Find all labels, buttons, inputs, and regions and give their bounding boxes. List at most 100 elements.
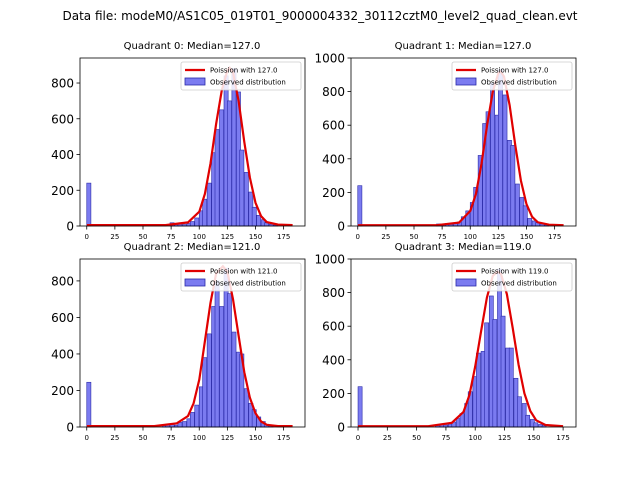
histogram-bar <box>476 352 481 428</box>
y-tick-label: 0 <box>337 220 345 234</box>
x-tick-label: 175 <box>548 233 561 241</box>
y-tick-label: 800 <box>322 85 345 99</box>
histogram-bar <box>527 218 533 227</box>
legend-poisson-label: Poission with 121.0 <box>210 268 278 276</box>
legend-observed-label: Observed distribution <box>210 280 286 288</box>
x-tick-label: 125 <box>221 434 234 442</box>
histogram-bar <box>243 388 249 428</box>
y-tick-label: 800 <box>51 77 74 91</box>
histogram-bar <box>231 331 237 428</box>
x-tick-label: 150 <box>520 233 533 241</box>
x-tick-label: 75 <box>438 233 447 241</box>
histogram-bar <box>243 172 249 227</box>
x-axis: 0 25 50 75 100 125 150 175 <box>356 226 561 241</box>
x-tick-label: 175 <box>277 233 290 241</box>
x-tick-label: 25 <box>383 434 392 442</box>
histogram-bar <box>227 293 232 428</box>
bars <box>357 69 549 227</box>
histogram-bar <box>256 214 262 227</box>
poisson-curve <box>357 69 564 227</box>
y-tick-label: 600 <box>322 119 345 133</box>
axes-frame <box>79 258 306 428</box>
histogram-bar <box>522 205 528 227</box>
histogram-bar <box>86 182 92 227</box>
x-tick-label: 0 <box>356 233 360 241</box>
legend-frame <box>451 262 573 292</box>
histogram-bar <box>182 421 187 428</box>
histogram-bar <box>510 145 516 227</box>
y-tick-label: 200 <box>322 387 345 401</box>
legend: Poission with 119.0 Observed distributio… <box>451 262 573 292</box>
x-tick-label: 100 <box>464 233 477 241</box>
histogram-bar <box>189 412 195 428</box>
histogram-bar <box>206 333 212 428</box>
legend: Poission with 127.0 Observed distributio… <box>180 61 302 91</box>
y-tick-label: 200 <box>51 184 74 198</box>
legend-bar-swatch <box>184 278 206 287</box>
histogram-bar <box>189 221 195 227</box>
histogram-bar <box>219 109 224 227</box>
legend-bar-swatch <box>184 77 206 86</box>
x-axis: 0 25 50 75 100 125 150 175 <box>85 226 290 241</box>
y-tick-label: 0 <box>66 421 74 435</box>
chart-title: Quadrant 2: Median=121.0 <box>124 242 261 253</box>
x-tick-label: 75 <box>167 233 176 241</box>
y-tick-label: 600 <box>51 112 74 126</box>
legend-observed-label: Observed distribution <box>481 280 557 288</box>
quadrant-0-chart: Quadrant 0: Median=127.0 0 25 50 75 100 125 15… <box>51 41 306 241</box>
x-tick-label: 50 <box>412 434 421 442</box>
histogram-bar <box>498 69 503 227</box>
x-tick-label: 125 <box>221 233 234 241</box>
histogram-bar <box>239 149 245 227</box>
histogram-bar <box>484 322 489 428</box>
legend-poisson-label: Poission with 119.0 <box>481 268 549 276</box>
y-tick-label: 1000 <box>314 52 345 66</box>
histogram-bar <box>508 347 514 428</box>
legend-frame <box>180 61 302 91</box>
figure-title: Data file: modeM0/AS1C05_019T01_90000043… <box>62 9 577 23</box>
poisson-curve <box>358 270 564 428</box>
quadrant-2-chart: Quadrant 2: Median=121.0 0 25 50 75 100 125 15… <box>51 242 306 442</box>
y-tick-label: 400 <box>322 353 345 367</box>
histogram-bar <box>194 404 200 428</box>
x-tick-label: 25 <box>110 233 119 241</box>
histogram-bar <box>202 357 208 428</box>
histogram-bar <box>227 100 232 227</box>
x-tick-label: 175 <box>277 434 290 442</box>
histogram-bar <box>206 182 212 227</box>
legend-poisson-label: Poission with 127.0 <box>210 67 278 75</box>
bars <box>357 268 547 428</box>
histogram-bar <box>214 280 220 428</box>
x-tick-label: 50 <box>139 233 148 241</box>
y-tick-label: 400 <box>322 152 345 166</box>
x-axis: 0 25 50 75 100 125 150 175 <box>356 427 570 442</box>
histogram-bar <box>86 381 92 428</box>
histogram-bar <box>357 386 363 428</box>
legend-bar-swatch <box>455 77 477 86</box>
y-tick-label: 600 <box>322 320 345 334</box>
x-tick-label: 100 <box>469 434 482 442</box>
histogram-bar <box>357 185 363 227</box>
histogram-bar <box>194 217 200 227</box>
x-tick-label: 150 <box>249 434 262 442</box>
bars <box>86 68 278 227</box>
x-tick-label: 0 <box>85 233 89 241</box>
y-tick-label: 1000 <box>314 253 345 267</box>
y-tick-label: 800 <box>322 286 345 300</box>
x-tick-label: 75 <box>441 434 450 442</box>
histogram-bar <box>214 129 220 227</box>
y-tick-label: 400 <box>51 148 74 162</box>
y-tick-label: 200 <box>51 384 74 398</box>
quadrant-1-chart: Quadrant 1: Median=127.0 0 25 50 75 100 125 15… <box>314 41 577 241</box>
legend: Poission with 127.0 Observed distributio… <box>451 61 573 91</box>
x-tick-label: 150 <box>527 434 540 442</box>
y-tick-label: 800 <box>51 274 74 288</box>
poisson-curve <box>86 66 293 227</box>
legend: Poission with 121.0 Observed distributio… <box>180 262 302 292</box>
x-tick-label: 50 <box>139 434 148 442</box>
y-tick-label: 0 <box>66 220 74 234</box>
y-axis: 0 200 400 600 800 <box>51 77 80 234</box>
y-axis: 0 200 400 600 800 1000 <box>314 52 351 234</box>
x-tick-label: 125 <box>492 233 505 241</box>
